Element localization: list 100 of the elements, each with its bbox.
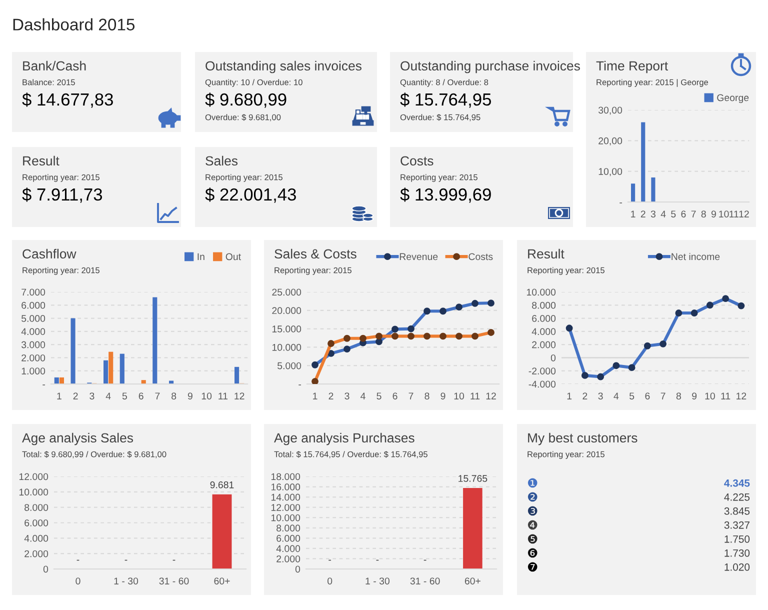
x-tick-label: 3: [344, 392, 350, 400]
category-label: ❸: [528, 506, 538, 516]
x-tick-label: 0: [76, 578, 80, 584]
text: Dashboard 2015: [13, 18, 135, 30]
data-label: -: [76, 560, 80, 561]
data-label: -: [376, 560, 379, 561]
y-tick-label: 10.000: [272, 344, 302, 351]
y-tick-label: 4.000: [21, 328, 46, 336]
text: $ 7.911,73: [22, 188, 102, 203]
chart-title: Cashflow: [22, 248, 76, 259]
text: Balance: 2015: [22, 79, 75, 86]
chart-subtitle: Reporting year: 2015: [274, 267, 352, 275]
x-tick-label: 8: [676, 392, 681, 400]
category-label: ❻: [528, 548, 538, 558]
y-tick-label: 1.000: [22, 368, 46, 374]
y-tick-label: 12.000: [271, 504, 300, 511]
chart-subtitle: Reporting year: 2015 | George: [596, 79, 708, 87]
x-tick-label: 12: [739, 210, 749, 218]
chart-title: Age analysis Purchases: [274, 432, 414, 446]
text: Quantity: 8 / Overdue: 8: [400, 79, 488, 87]
y-tick-label: 20,00: [598, 137, 622, 146]
data-label: 3.327: [724, 521, 750, 529]
y-tick-label: 5.000: [278, 362, 302, 370]
x-tick-label: 4: [660, 210, 666, 218]
y-tick-label: 6.000: [22, 302, 46, 309]
text: Reporting year: 2015: [22, 174, 100, 182]
x-tick-label: 11: [470, 392, 480, 400]
text: My best customers: [528, 432, 638, 446]
x-tick-label: 8: [424, 392, 430, 400]
y-tick-label: 4.000: [24, 534, 48, 542]
x-tick-label: 2: [73, 392, 78, 400]
y-tick-label: 6.000: [276, 534, 300, 542]
x-tick-label: 4: [360, 392, 366, 400]
x-tick-label: 11: [721, 392, 730, 400]
y-tick-label: 6.000: [24, 519, 48, 526]
x-tick-label: 12: [736, 392, 746, 400]
text: Bank/Cash: [23, 60, 86, 71]
y-tick-label: 4.000: [532, 328, 556, 336]
x-tick-label: 11: [730, 210, 738, 218]
y-tick-label: 6.000: [532, 315, 556, 322]
data-label: 1.750: [724, 535, 750, 543]
y-tick-label: -: [42, 384, 46, 386]
x-tick-label: 1: [567, 392, 572, 400]
y-tick-label: 30,00: [598, 106, 622, 115]
y-tick-label: 15.000: [272, 326, 302, 332]
x-tick-label: 31 - 60: [410, 578, 440, 584]
text: $ 13.999,69: [400, 188, 491, 203]
x-tick-label: 6: [645, 392, 650, 400]
x-tick-label: 12: [234, 392, 244, 400]
data-label: 9.681: [210, 481, 234, 488]
x-tick-label: 4: [106, 392, 111, 400]
y-tick-label: 2.000: [22, 354, 46, 362]
x-tick-label: 5: [376, 392, 382, 400]
text: Reporting year: 2015: [528, 451, 604, 459]
y-tick-label: 8.000: [276, 524, 300, 532]
x-tick-label: 12: [486, 392, 496, 400]
x-tick-label: 6: [392, 392, 398, 400]
legend-label: In: [198, 253, 204, 260]
text: Overdue: $ 9.681,00: [205, 114, 281, 122]
y-tick-label: 5.000: [22, 315, 46, 322]
category-label: ❹: [528, 520, 538, 530]
text: $ 15.764,95: [400, 92, 491, 108]
data-label: -: [328, 560, 331, 561]
x-tick-label: 7: [691, 210, 696, 218]
x-tick-label: 1: [631, 210, 636, 218]
text: Sales: [206, 156, 238, 166]
category-label: ❼: [528, 562, 538, 572]
x-tick-label: 6: [138, 392, 144, 400]
chart-subtitle: Reporting year: 2015: [22, 267, 100, 275]
y-tick-label: 0: [295, 566, 300, 573]
x-tick-label: 2: [640, 210, 646, 218]
x-tick-label: 3: [598, 392, 603, 400]
x-tick-label: 9: [440, 392, 446, 400]
x-tick-label: 5: [122, 392, 127, 400]
chart-title: Time Report: [596, 60, 668, 74]
legend-label: Net income: [672, 252, 720, 260]
y-tick-label: -4.000: [528, 380, 556, 388]
y-tick-label: 10.000: [526, 288, 556, 296]
category-label: ❷: [528, 492, 538, 502]
y-tick-label: 7.000: [22, 288, 46, 296]
legend-label: Revenue: [400, 253, 438, 260]
x-tick-label: 10: [719, 210, 729, 218]
x-tick-label: 60+: [464, 578, 480, 584]
text: $ 9.680,99: [205, 92, 286, 108]
chart-subtitle: Total: $ 9.680,99 / Overdue: $ 9.681,00: [22, 450, 166, 458]
y-tick-label: 8.000: [24, 504, 48, 511]
y-tick-label: 16.000: [271, 484, 300, 490]
y-tick-label: 2.000: [532, 341, 556, 348]
x-tick-label: 0: [327, 578, 332, 584]
y-tick-label: 10.000: [271, 514, 300, 522]
x-tick-label: 3: [90, 392, 94, 400]
x-tick-label: 31 - 60: [159, 578, 189, 584]
y-tick-label: 12.000: [19, 473, 48, 480]
x-tick-label: 8: [701, 210, 706, 218]
legend-label: Out: [226, 253, 241, 260]
x-tick-label: 6: [681, 210, 686, 218]
y-tick-label: 14.000: [271, 494, 300, 501]
text: Quantity: 10 / Overdue: 10: [205, 79, 302, 87]
y-tick-label: 4.000: [276, 545, 300, 552]
y-tick-label: 10,00: [598, 168, 622, 176]
